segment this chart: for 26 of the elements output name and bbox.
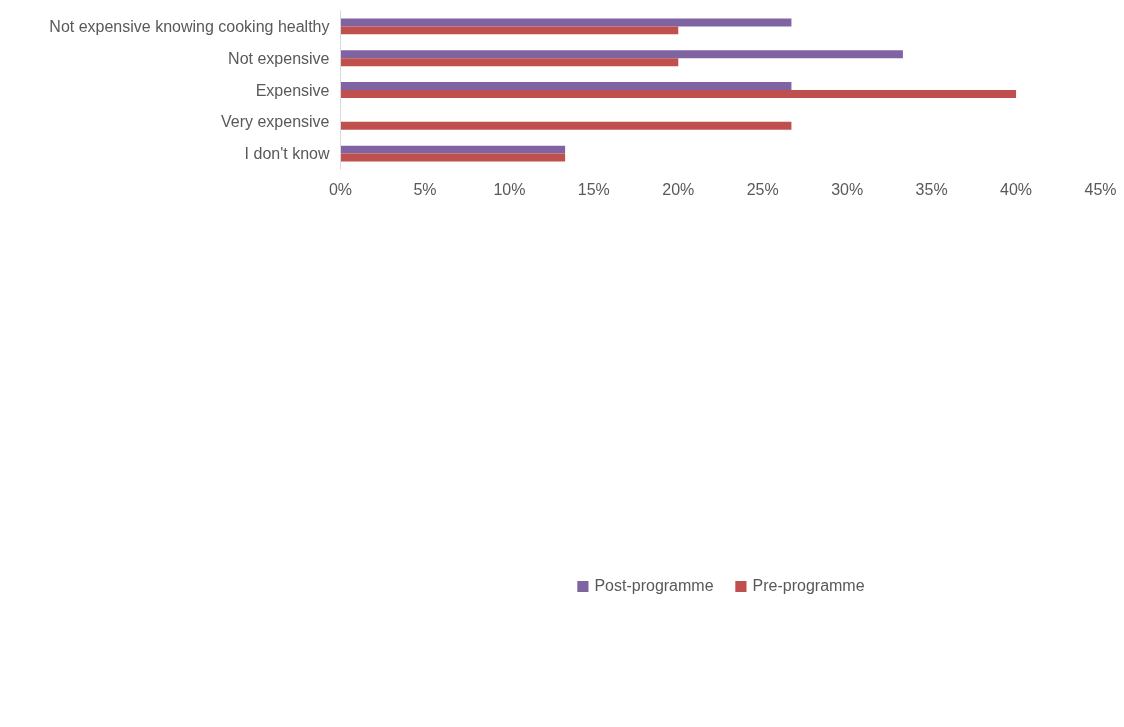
x-tick-label: 5%	[413, 180, 437, 198]
y-tick-label: Expensive	[255, 81, 330, 99]
x-tick-label: 40%	[1000, 180, 1033, 198]
x-tick-label: 25%	[746, 180, 779, 198]
legend-label: Post-programme	[594, 576, 714, 595]
x-tick-label: 20%	[662, 180, 695, 198]
y-tick-label: Very expensive	[220, 113, 330, 131]
y-tick-label: I don't know	[244, 145, 330, 163]
y-tick-label: Not expensive knowing cooking healthy	[49, 17, 330, 35]
x-tick-label: 15%	[577, 180, 610, 198]
bar	[340, 90, 1017, 98]
bar	[340, 26, 679, 35]
x-tick-label: 10%	[493, 180, 526, 198]
bar	[340, 58, 679, 67]
y-tick-label: Not expensive	[228, 49, 330, 67]
x-tick-label: 30%	[831, 180, 864, 198]
bar	[340, 82, 792, 90]
bar	[340, 50, 903, 59]
x-tick-label: 35%	[915, 180, 948, 198]
bar	[340, 18, 792, 27]
bar	[340, 145, 566, 154]
x-tick-label: 45%	[1084, 180, 1117, 198]
bar	[340, 153, 566, 162]
x-tick-label: 0%	[328, 180, 353, 198]
legend-label: Pre-programme	[752, 576, 865, 595]
bar	[340, 121, 792, 130]
